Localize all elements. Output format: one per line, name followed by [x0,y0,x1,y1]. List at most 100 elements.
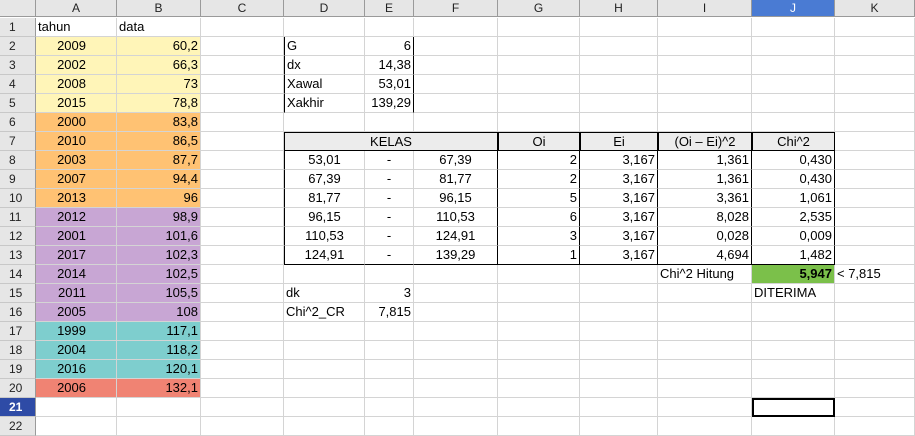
cell[interactable] [752,37,835,56]
param-value[interactable]: 139,29 [365,94,414,113]
cell[interactable] [201,398,284,417]
param-value[interactable]: 14,38 [365,56,414,75]
cell[interactable] [580,417,658,436]
oi-cell[interactable]: 2 [498,151,580,170]
cell[interactable] [284,113,365,132]
column-header-f[interactable]: F [414,0,498,17]
data-cell[interactable]: 98,9 [117,208,201,227]
data-cell[interactable]: 101,6 [117,227,201,246]
kelas-low[interactable]: 81,77 [284,189,365,208]
cell[interactable] [498,265,580,284]
cell[interactable] [498,417,580,436]
cell[interactable] [658,303,752,322]
cell[interactable] [752,94,835,113]
column-header-b[interactable]: B [117,0,201,17]
kelas-header-oi[interactable]: Oi [498,132,580,151]
cell[interactable] [658,284,752,303]
row-header-13[interactable]: 13 [0,246,36,265]
cell[interactable] [414,18,498,37]
cell[interactable] [365,417,414,436]
row-header-4[interactable]: 4 [0,75,36,94]
tahun-cell[interactable]: 2015 [36,94,117,113]
row-header-19[interactable]: 19 [0,360,36,379]
kelas-low[interactable]: 53,01 [284,151,365,170]
cell[interactable] [835,379,915,398]
data-cell[interactable]: 96 [117,189,201,208]
row-header-2[interactable]: 2 [0,37,36,56]
cell[interactable] [414,417,498,436]
param-label[interactable]: Xakhir [284,94,365,113]
cell[interactable] [580,322,658,341]
cell[interactable] [284,18,365,37]
cell[interactable] [580,360,658,379]
cell[interactable] [752,18,835,37]
cell[interactable] [658,322,752,341]
diff-cell[interactable]: 8,028 [658,208,752,227]
data-cell[interactable]: 120,1 [117,360,201,379]
kelas-high[interactable]: 139,29 [414,246,498,265]
param-label[interactable]: dx [284,56,365,75]
cell[interactable] [658,360,752,379]
cell[interactable] [414,94,498,113]
row-header-15[interactable]: 15 [0,284,36,303]
cell[interactable] [580,341,658,360]
cell[interactable] [835,322,915,341]
result-text[interactable]: DITERIMA [752,284,835,303]
cell[interactable] [498,37,580,56]
header-tahun[interactable]: tahun [36,18,117,37]
cell[interactable] [752,303,835,322]
cell[interactable] [835,94,915,113]
cell[interactable] [201,56,284,75]
column-header-d[interactable]: D [284,0,365,17]
column-header-h[interactable]: H [580,0,658,17]
cell[interactable] [580,303,658,322]
tahun-cell[interactable]: 2006 [36,379,117,398]
tahun-cell[interactable]: 2011 [36,284,117,303]
row-header-6[interactable]: 6 [0,113,36,132]
cell[interactable] [414,303,498,322]
cell[interactable] [201,360,284,379]
row-header-3[interactable]: 3 [0,56,36,75]
cell[interactable] [580,37,658,56]
data-cell[interactable]: 87,7 [117,151,201,170]
cell[interactable] [835,360,915,379]
cell[interactable] [201,170,284,189]
cell[interactable] [752,379,835,398]
cell[interactable] [835,303,915,322]
oi-cell[interactable]: 2 [498,170,580,189]
kelas-high[interactable]: 96,15 [414,189,498,208]
cell[interactable] [414,379,498,398]
param-value[interactable]: 6 [365,37,414,56]
data-cell[interactable]: 132,1 [117,379,201,398]
chi-cell[interactable]: 0,430 [752,170,835,189]
data-cell[interactable]: 83,8 [117,113,201,132]
kelas-header[interactable]: KELAS [284,132,498,151]
cell[interactable] [365,341,414,360]
cell[interactable] [835,170,915,189]
cell[interactable] [498,75,580,94]
diff-cell[interactable]: 0,028 [658,227,752,246]
cell[interactable] [414,265,498,284]
tahun-cell[interactable]: 2002 [36,56,117,75]
cell[interactable] [201,208,284,227]
kelas-header-ei[interactable]: Ei [580,132,658,151]
cell[interactable] [752,341,835,360]
chi-cell[interactable]: 2,535 [752,208,835,227]
cell[interactable] [201,303,284,322]
row-header-18[interactable]: 18 [0,341,36,360]
cell[interactable] [580,18,658,37]
cell[interactable] [658,18,752,37]
critical-label[interactable]: Chi^2_CR [284,303,365,322]
header-data[interactable]: data [117,18,201,37]
cell[interactable] [117,398,201,417]
cell[interactable] [658,94,752,113]
cell[interactable] [835,398,915,417]
cell[interactable] [365,265,414,284]
cell[interactable] [36,417,117,436]
cell[interactable] [284,341,365,360]
param-value[interactable]: 53,01 [365,75,414,94]
cell[interactable] [498,284,580,303]
tahun-cell[interactable]: 2001 [36,227,117,246]
cell[interactable] [365,18,414,37]
